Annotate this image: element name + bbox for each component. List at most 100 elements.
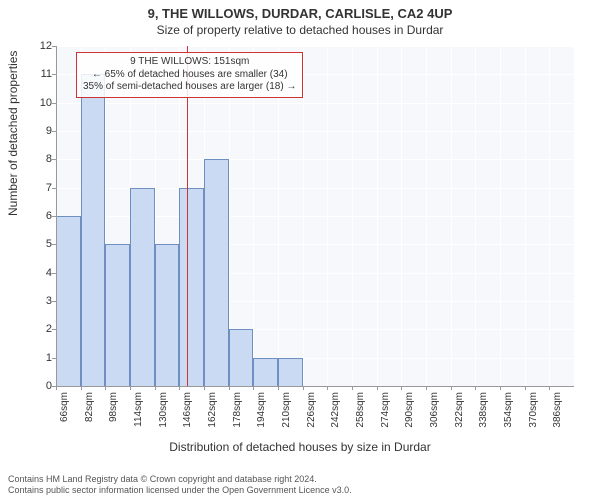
x-tick-label: 370sqm: [528, 392, 539, 452]
x-tick-label: 66sqm: [59, 392, 70, 452]
x-tick-mark: [549, 386, 550, 390]
x-tick-label: 258sqm: [355, 392, 366, 452]
x-tick-mark: [229, 386, 230, 390]
x-tick-label: 162sqm: [207, 392, 218, 452]
grid-line-v: [574, 46, 575, 386]
grid-line-v: [401, 46, 402, 386]
x-tick-mark: [451, 386, 452, 390]
y-tick-mark: [52, 131, 56, 132]
y-tick-label: 7: [32, 182, 52, 194]
y-tick-mark: [52, 188, 56, 189]
y-tick-mark: [52, 244, 56, 245]
x-tick-mark: [81, 386, 82, 390]
grid-line-v: [426, 46, 427, 386]
grid-line-v: [377, 46, 378, 386]
x-tick-label: 98sqm: [108, 392, 119, 452]
grid-line-v: [500, 46, 501, 386]
x-tick-mark: [377, 386, 378, 390]
grid-line-v: [451, 46, 452, 386]
x-tick-label: 338sqm: [478, 392, 489, 452]
y-tick-label: 10: [32, 97, 52, 109]
x-tick-label: 290sqm: [404, 392, 415, 452]
x-tick-mark: [105, 386, 106, 390]
x-tick-label: 386sqm: [552, 392, 563, 452]
x-tick-mark: [401, 386, 402, 390]
x-tick-label: 226sqm: [306, 392, 317, 452]
x-tick-mark: [500, 386, 501, 390]
x-tick-label: 178sqm: [232, 392, 243, 452]
y-tick-label: 4: [32, 267, 52, 279]
x-tick-label: 210sqm: [281, 392, 292, 452]
histogram-bar: [155, 244, 180, 386]
grid-line-v: [352, 46, 353, 386]
y-tick-label: 8: [32, 153, 52, 165]
y-tick-mark: [52, 74, 56, 75]
grid-line-h: [56, 46, 574, 47]
y-tick-mark: [52, 159, 56, 160]
grid-line-v: [549, 46, 550, 386]
annotation-line: ← 65% of detached houses are smaller (34…: [83, 69, 296, 82]
y-tick-label: 11: [32, 68, 52, 80]
x-tick-mark: [130, 386, 131, 390]
grid-line-h: [56, 103, 574, 104]
grid-line-v: [327, 46, 328, 386]
y-tick-mark: [52, 301, 56, 302]
y-axis-line: [56, 46, 57, 386]
grid-line-v: [475, 46, 476, 386]
y-tick-label: 5: [32, 238, 52, 250]
y-tick-mark: [52, 216, 56, 217]
x-tick-label: 354sqm: [503, 392, 514, 452]
y-tick-label: 12: [32, 40, 52, 52]
y-tick-label: 3: [32, 295, 52, 307]
footer-attribution: Contains HM Land Registry data © Crown c…: [8, 474, 352, 497]
histogram-bar: [56, 216, 81, 386]
chart-title: 9, THE WILLOWS, DURDAR, CARLISLE, CA2 4U…: [0, 0, 600, 21]
histogram-bar: [253, 358, 278, 386]
x-tick-label: 82sqm: [84, 392, 95, 452]
x-tick-mark: [253, 386, 254, 390]
x-tick-mark: [352, 386, 353, 390]
x-tick-mark: [204, 386, 205, 390]
grid-line-v: [525, 46, 526, 386]
footer-line-1: Contains HM Land Registry data © Crown c…: [8, 474, 352, 485]
histogram-bar: [81, 74, 106, 386]
grid-line-h: [56, 131, 574, 132]
x-tick-label: 274sqm: [380, 392, 391, 452]
x-tick-mark: [525, 386, 526, 390]
x-tick-label: 146sqm: [182, 392, 193, 452]
y-tick-label: 9: [32, 125, 52, 137]
y-tick-label: 2: [32, 323, 52, 335]
histogram-bar: [179, 188, 204, 386]
x-tick-label: 242sqm: [330, 392, 341, 452]
x-tick-label: 306sqm: [429, 392, 440, 452]
y-tick-label: 1: [32, 352, 52, 364]
x-tick-label: 194sqm: [256, 392, 267, 452]
y-tick-label: 0: [32, 380, 52, 392]
plot-area: 9 THE WILLOWS: 151sqm← 65% of detached h…: [56, 46, 574, 386]
x-tick-mark: [179, 386, 180, 390]
histogram-bar: [229, 329, 254, 386]
x-tick-mark: [426, 386, 427, 390]
annotation-line: 9 THE WILLOWS: 151sqm: [83, 56, 296, 69]
y-tick-mark: [52, 103, 56, 104]
grid-line-h: [56, 159, 574, 160]
x-tick-mark: [56, 386, 57, 390]
x-tick-label: 130sqm: [158, 392, 169, 452]
y-tick-label: 6: [32, 210, 52, 222]
x-tick-label: 114sqm: [133, 392, 144, 452]
x-tick-label: 322sqm: [454, 392, 465, 452]
y-tick-mark: [52, 273, 56, 274]
x-tick-mark: [475, 386, 476, 390]
chart-subtitle: Size of property relative to detached ho…: [0, 21, 600, 37]
x-tick-mark: [155, 386, 156, 390]
footer-line-2: Contains public sector information licen…: [8, 485, 352, 496]
histogram-bar: [278, 358, 303, 386]
histogram-bar: [204, 159, 229, 386]
y-axis-title: Number of detached properties: [6, 51, 20, 216]
histogram-bar: [105, 244, 130, 386]
y-tick-mark: [52, 46, 56, 47]
annotation-line: 35% of semi-detached houses are larger (…: [83, 81, 296, 94]
y-tick-mark: [52, 358, 56, 359]
x-tick-mark: [303, 386, 304, 390]
x-tick-mark: [327, 386, 328, 390]
